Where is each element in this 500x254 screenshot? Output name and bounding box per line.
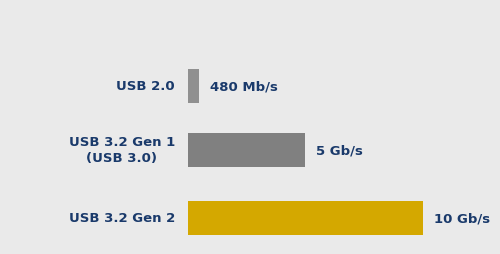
Text: 480 Mb/s: 480 Mb/s (210, 80, 278, 93)
Bar (188, 201, 422, 235)
Text: USB 3.2 Gen 2: USB 3.2 Gen 2 (69, 212, 175, 225)
Bar (188, 133, 305, 167)
Bar (188, 70, 199, 103)
Text: USB 3.2 Gen 1
(USB 3.0): USB 3.2 Gen 1 (USB 3.0) (69, 136, 175, 165)
Text: 5 Gb/s: 5 Gb/s (316, 144, 363, 157)
Text: USB 2.0: USB 2.0 (116, 80, 175, 93)
Text: 10 Gb/s: 10 Gb/s (434, 212, 490, 225)
